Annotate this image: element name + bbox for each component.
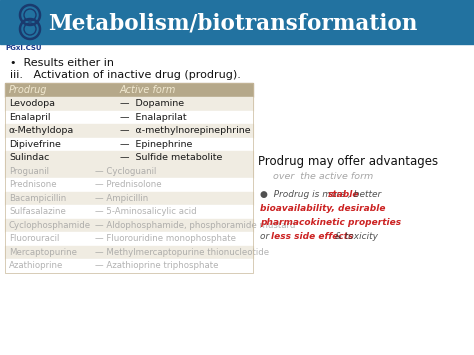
Text: Sulindac: Sulindac — [9, 153, 49, 162]
Text: Prodrug: Prodrug — [9, 85, 47, 95]
Text: —  Dopamine: — Dopamine — [120, 99, 184, 108]
Text: Azathioprine: Azathioprine — [9, 261, 64, 270]
Text: Bacampicillin: Bacampicillin — [9, 194, 66, 203]
Text: PGxl.CSU: PGxl.CSU — [5, 45, 42, 51]
Text: — Azathioprine triphosphate: — Azathioprine triphosphate — [95, 261, 219, 270]
Text: over  the active form: over the active form — [273, 172, 373, 181]
Text: stable: stable — [328, 190, 359, 199]
Bar — [5, 97, 253, 110]
Text: Prednisone: Prednisone — [9, 180, 56, 189]
Text: less side effects: less side effects — [271, 232, 354, 241]
Text: Enalapril: Enalapril — [9, 113, 51, 122]
Bar — [0, 0, 474, 44]
Text: Cyclophosphamide: Cyclophosphamide — [9, 221, 91, 230]
Bar — [5, 164, 253, 178]
Text: — 5-Aminosalicylic acid: — 5-Aminosalicylic acid — [95, 207, 197, 216]
Text: — Methylmercaptopurine thionucleotide: — Methylmercaptopurine thionucleotide — [95, 248, 269, 257]
Text: — Cycloguanil: — Cycloguanil — [95, 167, 156, 176]
Text: bioavailability, desirable: bioavailability, desirable — [260, 204, 385, 213]
Text: •  Results either in: • Results either in — [10, 58, 114, 68]
Bar — [5, 83, 253, 273]
Text: Dipivefrine: Dipivefrine — [9, 140, 61, 149]
Bar — [5, 232, 253, 246]
Text: —  Sulfide metabolite: — Sulfide metabolite — [120, 153, 222, 162]
Bar — [5, 259, 253, 273]
Text: Proguanil: Proguanil — [9, 167, 49, 176]
Text: — Aldophosphamide, phosphoramide mustard: — Aldophosphamide, phosphoramide mustard — [95, 221, 295, 230]
Text: Metabolism/biotransformation: Metabolism/biotransformation — [48, 12, 418, 34]
Text: ●  Prodrug is more: ● Prodrug is more — [260, 190, 348, 199]
Text: & toxicity: & toxicity — [332, 232, 378, 241]
Bar — [5, 218, 253, 232]
Text: — Ampicillin: — Ampicillin — [95, 194, 148, 203]
Text: —  α-methylnorepinephrine: — α-methylnorepinephrine — [120, 126, 251, 135]
Text: , better: , better — [348, 190, 381, 199]
Text: —  Epinephrine: — Epinephrine — [120, 140, 192, 149]
Text: —  Enalaprilat: — Enalaprilat — [120, 113, 187, 122]
Text: — Fluorouridine monophosphate: — Fluorouridine monophosphate — [95, 234, 236, 243]
Bar — [5, 246, 253, 259]
Bar — [5, 83, 253, 97]
Text: iii.   Activation of inactive drug (prodrug).: iii. Activation of inactive drug (prodru… — [10, 70, 241, 80]
Bar — [5, 191, 253, 205]
Text: or: or — [260, 232, 272, 241]
Text: pharmacokinetic properties: pharmacokinetic properties — [260, 218, 401, 227]
Text: Active form: Active form — [120, 85, 176, 95]
Bar — [5, 137, 253, 151]
Text: Prodrug may offer advantages: Prodrug may offer advantages — [258, 155, 438, 168]
Text: Mercaptopurine: Mercaptopurine — [9, 248, 77, 257]
Bar — [5, 110, 253, 124]
Bar — [5, 151, 253, 164]
Text: Fluorouracil: Fluorouracil — [9, 234, 59, 243]
Text: Levodopa: Levodopa — [9, 99, 55, 108]
Bar — [5, 178, 253, 191]
Bar — [5, 124, 253, 137]
Text: — Prednisolone: — Prednisolone — [95, 180, 162, 189]
Text: Sulfasalazine: Sulfasalazine — [9, 207, 66, 216]
Bar — [5, 205, 253, 218]
Text: α-Methyldopa: α-Methyldopa — [9, 126, 74, 135]
